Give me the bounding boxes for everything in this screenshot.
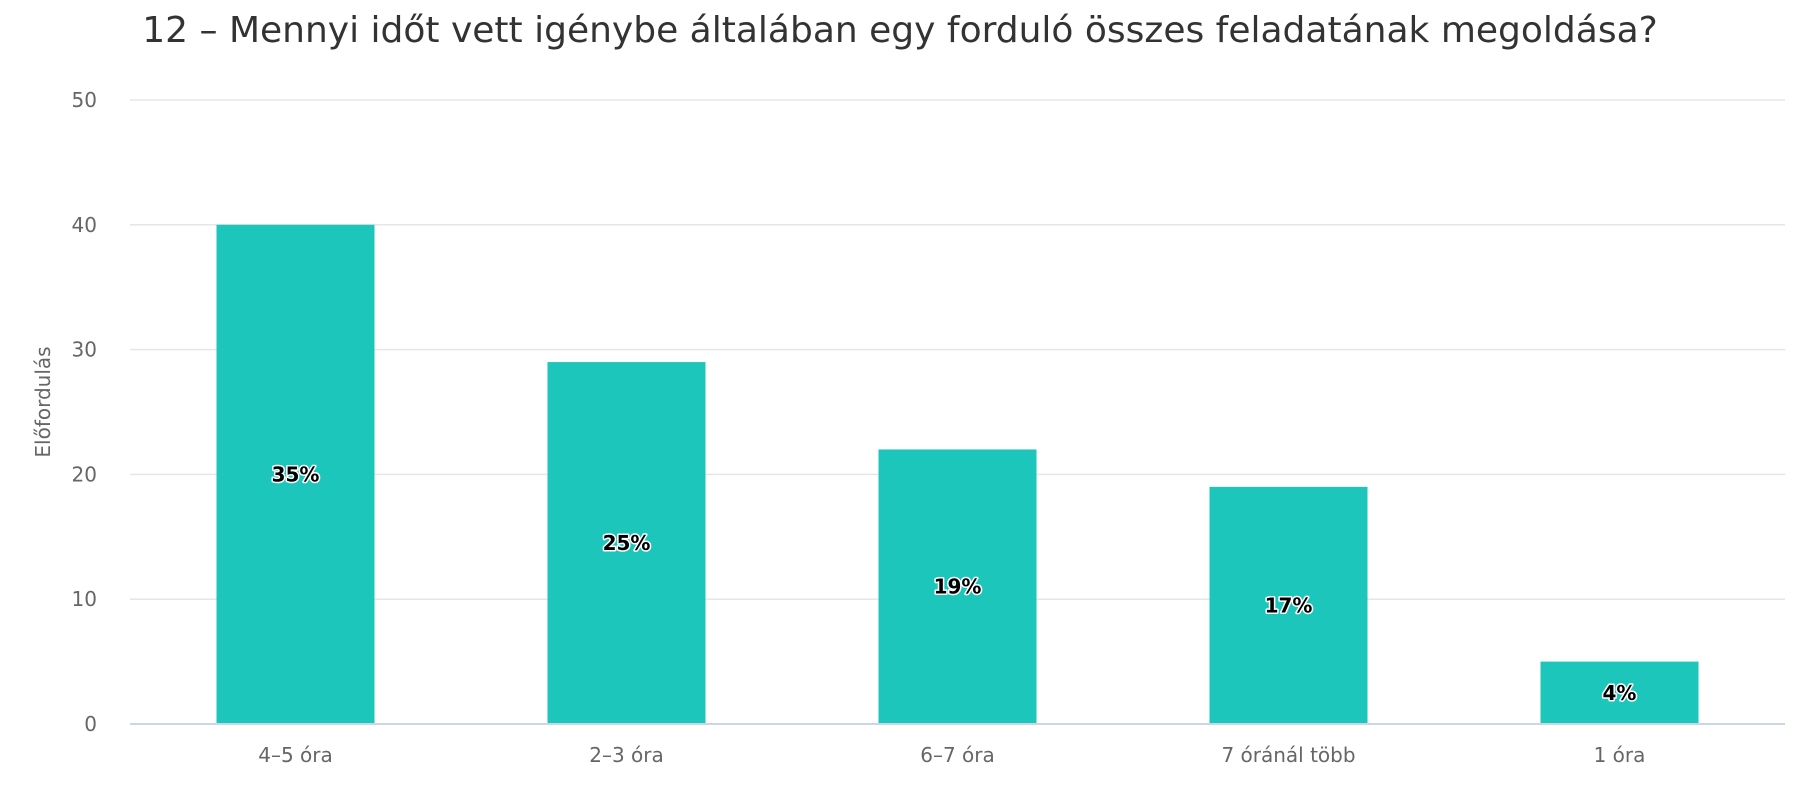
y-tick-label: 10 bbox=[72, 587, 97, 611]
x-tick-label: 4–5 óra bbox=[258, 743, 333, 767]
y-tick-label: 50 bbox=[72, 88, 97, 112]
bar-data-label: 25% bbox=[603, 531, 651, 555]
bar-data-label: 17% bbox=[1265, 593, 1313, 617]
chart-title: 12 – Mennyi időt vett igénybe általában … bbox=[142, 10, 1658, 51]
bar bbox=[1540, 661, 1699, 724]
x-tick-label: 2–3 óra bbox=[589, 743, 664, 767]
x-tick-label: 6–7 óra bbox=[920, 743, 995, 767]
bar-data-label: 19% bbox=[934, 575, 982, 599]
y-axis-ticks: 0 10 20 30 40 50 bbox=[72, 88, 97, 736]
y-tick-label: 40 bbox=[72, 213, 97, 237]
x-tick-label: 1 óra bbox=[1594, 743, 1646, 767]
bar bbox=[216, 224, 375, 725]
bar bbox=[1209, 486, 1368, 724]
y-tick-label: 30 bbox=[72, 338, 97, 362]
y-tick-label: 0 bbox=[84, 712, 97, 736]
y-axis-title: Előfordulás bbox=[31, 346, 55, 457]
y-tick-label: 20 bbox=[72, 462, 97, 486]
x-tick-label: 7 óránál több bbox=[1221, 743, 1355, 767]
bar-data-label: 35% bbox=[272, 462, 320, 486]
bar bbox=[547, 362, 706, 724]
bar-data-label: 4% bbox=[1603, 681, 1637, 705]
bar bbox=[878, 449, 1037, 724]
x-axis-ticks: 4–5 óra 2–3 óra 6–7 óra 7 óránál több 1 óra bbox=[258, 743, 1645, 767]
bars: 35% 25% 19% 17% 4% bbox=[216, 224, 1699, 725]
